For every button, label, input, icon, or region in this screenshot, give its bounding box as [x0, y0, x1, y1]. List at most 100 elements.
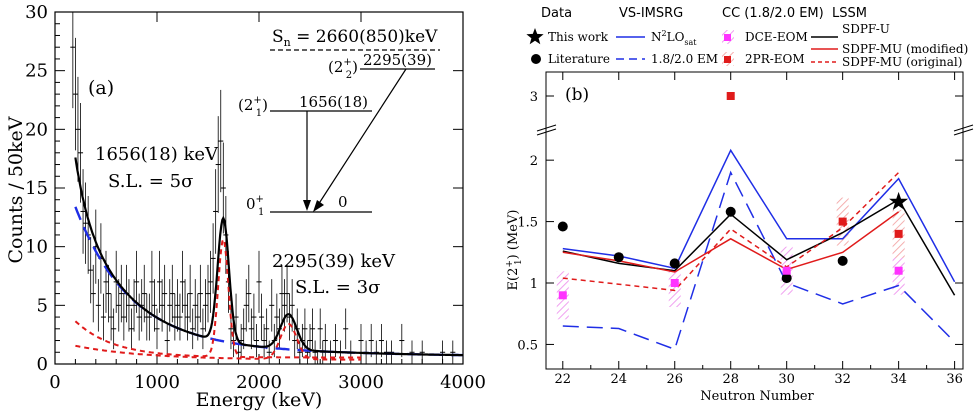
data-square [558, 291, 567, 300]
data-square [670, 279, 679, 288]
data-square [782, 266, 791, 275]
panel-b: 22 24 26 28 30 32 34 36 0.5 1 1.5 2 3 (b) Neutron Nu… [505, 6, 974, 404]
series-line-sdpf-mu-original- [562, 171, 900, 292]
x-tick-label: 24 [610, 372, 627, 387]
x-tick-label: 3000 [338, 372, 384, 393]
x-tick-label: 32 [834, 372, 851, 387]
series-line-n2losat [562, 148, 956, 283]
model-lines [562, 148, 956, 351]
legend: Data This work Literature VS-IMSRG N2LOs… [526, 6, 968, 69]
data-square [838, 217, 847, 226]
axis-ticks-a: 0 1000 2000 3000 4000 0 5 10 15 20 25 30 [25, 2, 486, 393]
level-1656-energy: 1656(18) [299, 93, 368, 111]
x-axis-label-b: Neutron Number [700, 389, 814, 404]
this-work-star-icon [526, 28, 544, 45]
panel-a-tag: (a) [88, 77, 114, 99]
legend-sdpfu: SDPF-U [842, 22, 890, 36]
panel-a: 0 1000 2000 3000 4000 0 5 10 15 20 25 30 Sn = 2660(… [5, 2, 486, 411]
x-tick-label: 26 [666, 372, 683, 387]
background-curve [74, 206, 463, 357]
literature-point [669, 258, 680, 269]
legend-sdpfmu-orig: SDPF-MU (original) [842, 55, 962, 69]
fit-curves [74, 157, 463, 361]
y-axis-label-b: E(2+1) (MeV) [505, 210, 524, 291]
x-tick-label: 36 [946, 372, 963, 387]
x-tick-label: 28 [722, 372, 739, 387]
series-line-1-8-2-0-em-vs-imsrg- [562, 170, 956, 351]
sn-label: Sn = 2660(850)keV [272, 27, 438, 49]
arrow-head-icon [303, 200, 311, 211]
y-tick-label: 30 [25, 2, 48, 23]
level-scheme: Sn = 2660(850)keV (2+ 2) 2295(39) (2+ 1) 1… [238, 27, 440, 218]
y-axis-label-a: Counts / 50keV [5, 116, 27, 263]
dce-square-icon [724, 34, 731, 41]
level-0-energy: 0 [338, 193, 348, 211]
legend-this-work: This work [548, 30, 609, 44]
legend-vs-imsrg-title: VS-IMSRG [619, 6, 683, 21]
y-tick-label: 1 [530, 277, 538, 292]
panel-b-tag: (b) [565, 85, 589, 105]
transition-2295-arrow [317, 68, 407, 206]
legend-lssm-title: LSSM [832, 6, 867, 21]
literature-dot-icon [531, 54, 541, 64]
peak2-significance: S.L. = 3σ [295, 277, 380, 298]
level-2295-spin: (2+ 2) [328, 57, 358, 81]
data-square [894, 266, 903, 275]
x-tick-label: 1000 [134, 372, 180, 393]
legend-dce: DCE-EOM [745, 30, 808, 44]
legend-literature: Literature [548, 52, 610, 66]
this-work-star [889, 191, 909, 210]
x-tick-label: 2000 [236, 372, 282, 393]
histogram [70, 12, 456, 365]
axis-ticks-b: 22 24 26 28 30 32 34 36 0.5 1 1.5 2 3 [517, 72, 963, 387]
peak1-label: 1656(18) keV [95, 144, 219, 165]
y-tick-label: 5 [37, 295, 48, 316]
legend-em: 1.8/2.0 EM [651, 52, 718, 66]
y-tick-label: 25 [25, 61, 48, 82]
y-tick-label: 1.5 [517, 216, 538, 231]
y-tick-label: 15 [25, 178, 48, 199]
pr-square-icon [724, 56, 731, 63]
axis-break-mark [536, 128, 557, 136]
y-tick-label: 20 [25, 119, 48, 140]
level-0-spin: 0+ 1 [246, 194, 264, 218]
literature-point [781, 273, 792, 284]
axis-break-mark [536, 124, 557, 132]
x-tick-label: 4000 [440, 372, 486, 393]
peak-1656-curve [74, 236, 361, 359]
legend-sdpfmu-mod: SDPF-MU (modified) [842, 42, 968, 56]
plot-frame-b [545, 71, 964, 370]
y-tick-label: 0 [37, 354, 48, 375]
literature-point [613, 252, 624, 263]
x-axis-label-a: Energy (keV) [196, 389, 323, 411]
y-tick-label: 0.5 [517, 338, 538, 353]
series-line-sdpf-u [562, 198, 956, 296]
x-tick-label: 34 [890, 372, 907, 387]
y-tick-label: 3 [530, 90, 538, 105]
legend-data-title: Data [541, 6, 572, 21]
axis-break-mark [953, 128, 974, 136]
data-square [894, 229, 903, 238]
peak-2295-curve [75, 322, 361, 361]
total-fit-curve [74, 157, 463, 357]
data-markers [557, 92, 909, 300]
x-tick-label: 30 [778, 372, 795, 387]
axis-break-mark [953, 124, 974, 132]
level-1656-spin: (2+ 1) [238, 95, 268, 119]
legend-n2losat: N2LOsat [651, 29, 697, 47]
literature-point [837, 255, 848, 266]
literature-point [557, 221, 568, 232]
y-tick-label: 10 [25, 237, 48, 258]
x-tick-label: 22 [555, 372, 572, 387]
arrow-head-icon [313, 200, 324, 212]
x-tick-label: 0 [49, 372, 60, 393]
axis-break [536, 124, 974, 136]
level-2295-energy: 2295(39) [363, 51, 432, 69]
peak2-label: 2295(39) keV [272, 251, 396, 272]
literature-point [725, 206, 736, 217]
legend-cc-title: CC (1.8/2.0 EM) [722, 6, 824, 21]
legend-pr: 2PR-EOM [745, 52, 805, 66]
y-tick-label: 2 [530, 154, 538, 169]
peak1-significance: S.L. = 5σ [108, 171, 193, 192]
